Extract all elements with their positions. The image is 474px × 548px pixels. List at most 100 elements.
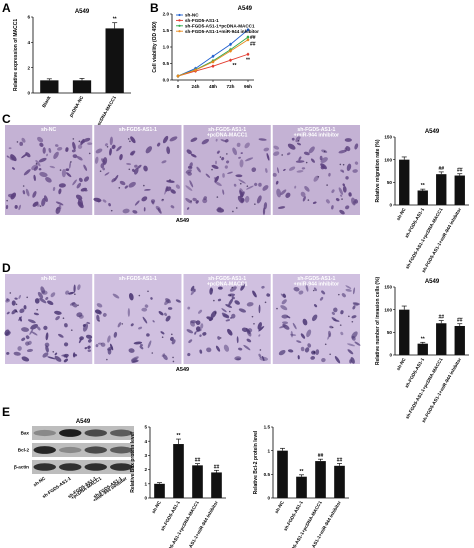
stained-cell (116, 145, 122, 152)
stained-cell (150, 297, 153, 300)
stained-cell (256, 195, 262, 204)
x-tick-label: sh-FGD5-AS1-1 (404, 357, 425, 389)
stained-cell (186, 207, 190, 210)
stained-cell (294, 185, 297, 189)
stained-cell (25, 152, 31, 158)
pore-dot (246, 185, 249, 188)
stained-cell (39, 297, 47, 304)
stained-cell (100, 342, 106, 347)
stained-cell (110, 343, 114, 351)
stained-cell (340, 331, 344, 336)
stained-cell (192, 197, 197, 202)
legend-swatch-marker (178, 19, 181, 22)
pore-dot (348, 315, 350, 318)
blot-row-label: Bax (21, 431, 30, 436)
stained-cell (339, 209, 345, 215)
stained-cell (195, 320, 201, 325)
stained-cell (296, 340, 302, 343)
stained-cell (338, 187, 344, 195)
bar (277, 450, 288, 498)
bar (72, 80, 92, 93)
pore-dot (15, 303, 18, 306)
stained-cell (170, 189, 176, 194)
pore-dot (99, 170, 102, 173)
micrograph-caption: sh-FGD5-AS1-1 +pcDNA-MACC1 (207, 127, 248, 138)
significance-mark: ## (195, 458, 201, 464)
stained-cell (111, 144, 116, 150)
stained-cell (338, 149, 347, 154)
y-tick-label: 0 (144, 496, 147, 501)
stained-cell (65, 168, 70, 172)
stained-cell (39, 142, 44, 147)
stained-cell (87, 142, 93, 145)
stained-cell (69, 301, 76, 306)
stained-cell (42, 147, 46, 154)
blot-band (110, 429, 133, 437)
stained-cell (55, 315, 60, 321)
stained-cell (54, 144, 59, 147)
stained-cell (321, 290, 326, 295)
stained-cell (261, 285, 265, 289)
stained-cell (186, 149, 192, 155)
stained-cell (170, 205, 175, 209)
stained-cell (298, 290, 304, 295)
stained-cell (101, 158, 106, 164)
stained-cell (10, 154, 17, 162)
chart-title: A549 (425, 129, 440, 135)
x-tick-label: sh-FGD5-AS1-1+pcDNA-MACC1 (405, 207, 444, 270)
stained-cell (5, 298, 10, 303)
stained-cell (161, 160, 167, 164)
stained-cell (6, 311, 10, 315)
x-tick-label: sh-NC (396, 356, 407, 371)
stained-cell (217, 336, 221, 340)
stained-cell (10, 192, 17, 200)
stained-cell (48, 147, 52, 153)
stained-cell (84, 347, 88, 350)
stained-cell (276, 188, 282, 198)
stained-cell (47, 300, 54, 306)
stained-cell (282, 323, 290, 330)
micrograph-caption: sh-FGD5-AS1-1 +miR-944 inhibitor (294, 276, 339, 287)
x-tick-label: sh-FGD5-AS1-1 (283, 500, 304, 532)
chart-panel-b: A549 0.0 0.5 1.0 1.5 2.0 0 24h 48h 72h 96h Cell via… (152, 6, 259, 89)
stained-cell (243, 344, 251, 351)
stained-cell (287, 349, 294, 353)
y-tick-label: 0.5 (163, 61, 170, 66)
stained-cell (158, 310, 164, 316)
stained-cell (166, 146, 171, 155)
stained-cell (345, 288, 352, 292)
pore-dot (323, 150, 326, 153)
stained-cell (199, 349, 203, 354)
stained-cell (224, 165, 228, 169)
stained-cell (107, 348, 112, 355)
x-tick-label: Blank (41, 95, 52, 109)
stained-cell (301, 167, 306, 170)
stained-cell (351, 315, 357, 319)
stained-cell (131, 168, 135, 173)
stained-cell (232, 147, 238, 156)
y-tick-label: 100 (384, 307, 392, 312)
stained-cell (63, 358, 68, 363)
stained-cell (333, 307, 338, 313)
bar (436, 323, 447, 355)
pore-dot (216, 196, 219, 198)
stained-cell (331, 205, 334, 210)
bar (211, 472, 222, 498)
stained-cell (236, 336, 239, 344)
stained-cell (66, 172, 72, 178)
stained-cell (19, 141, 24, 146)
stained-cell (217, 298, 222, 302)
chart-panel-e-bax: 0 1 2 3 4 5 Relative Bax protein level sh-NC ** s… (130, 425, 226, 548)
chart-title: A549 (425, 279, 440, 285)
micrograph-bottom-label: A549 (176, 367, 189, 373)
pore-dot (235, 207, 238, 209)
stained-cell (273, 151, 280, 156)
significance-mark: ** (233, 63, 237, 69)
stained-cell (113, 331, 118, 338)
stained-cell (143, 207, 146, 212)
stained-cell (145, 146, 153, 154)
stained-cell (228, 298, 234, 306)
stained-cell (134, 200, 140, 206)
significance-mark: ## (214, 464, 220, 470)
y-tick-label: 4 (27, 40, 30, 45)
